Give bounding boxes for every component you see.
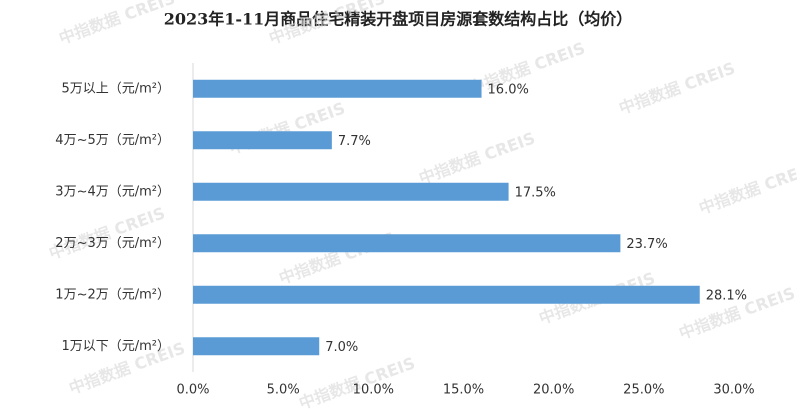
x-tick-label: 10.0% (353, 383, 394, 398)
value-label: 17.5% (515, 185, 556, 200)
value-label: 7.7% (338, 134, 371, 149)
x-tick-label: 0.0% (176, 383, 209, 398)
value-label: 7.0% (325, 340, 358, 355)
y-tick-label: 5万以上（元/m²） (61, 81, 170, 96)
x-tick-label: 30.0% (713, 383, 754, 398)
bar (193, 234, 621, 253)
bar (193, 337, 320, 356)
watermark: 中指数据 CREIS (46, 203, 167, 263)
value-label: 28.1% (706, 288, 747, 303)
watermark: 中指数据 CREIS (696, 158, 797, 218)
chart-title: 2023年1-11月商品住宅精装开盘项目房源套数结构占比（均价） (164, 10, 633, 29)
y-tick-label: 4万~5万（元/m²） (55, 133, 170, 148)
bar (193, 182, 509, 201)
value-label: 16.0% (488, 82, 529, 97)
x-tick-label: 20.0% (533, 383, 574, 398)
bar (193, 79, 482, 98)
x-tick-label: 15.0% (443, 383, 484, 398)
x-tick-label: 5.0% (267, 383, 300, 398)
watermark: 中指数据 CREIS (416, 128, 537, 188)
bar (193, 131, 332, 150)
bar (193, 285, 700, 304)
y-tick-label: 1万以下（元/m²） (61, 339, 170, 354)
watermark: 中指数据 CREIS (616, 58, 737, 118)
x-tick-label: 25.0% (623, 383, 664, 398)
y-tick-label: 2万~3万（元/m²） (55, 236, 170, 251)
watermark: 中指数据 CREIS (56, 0, 177, 48)
y-tick-label: 1万~2万（元/m²） (55, 287, 170, 302)
y-tick-label: 3万~4万（元/m²） (55, 184, 170, 199)
value-label: 23.7% (626, 237, 667, 252)
